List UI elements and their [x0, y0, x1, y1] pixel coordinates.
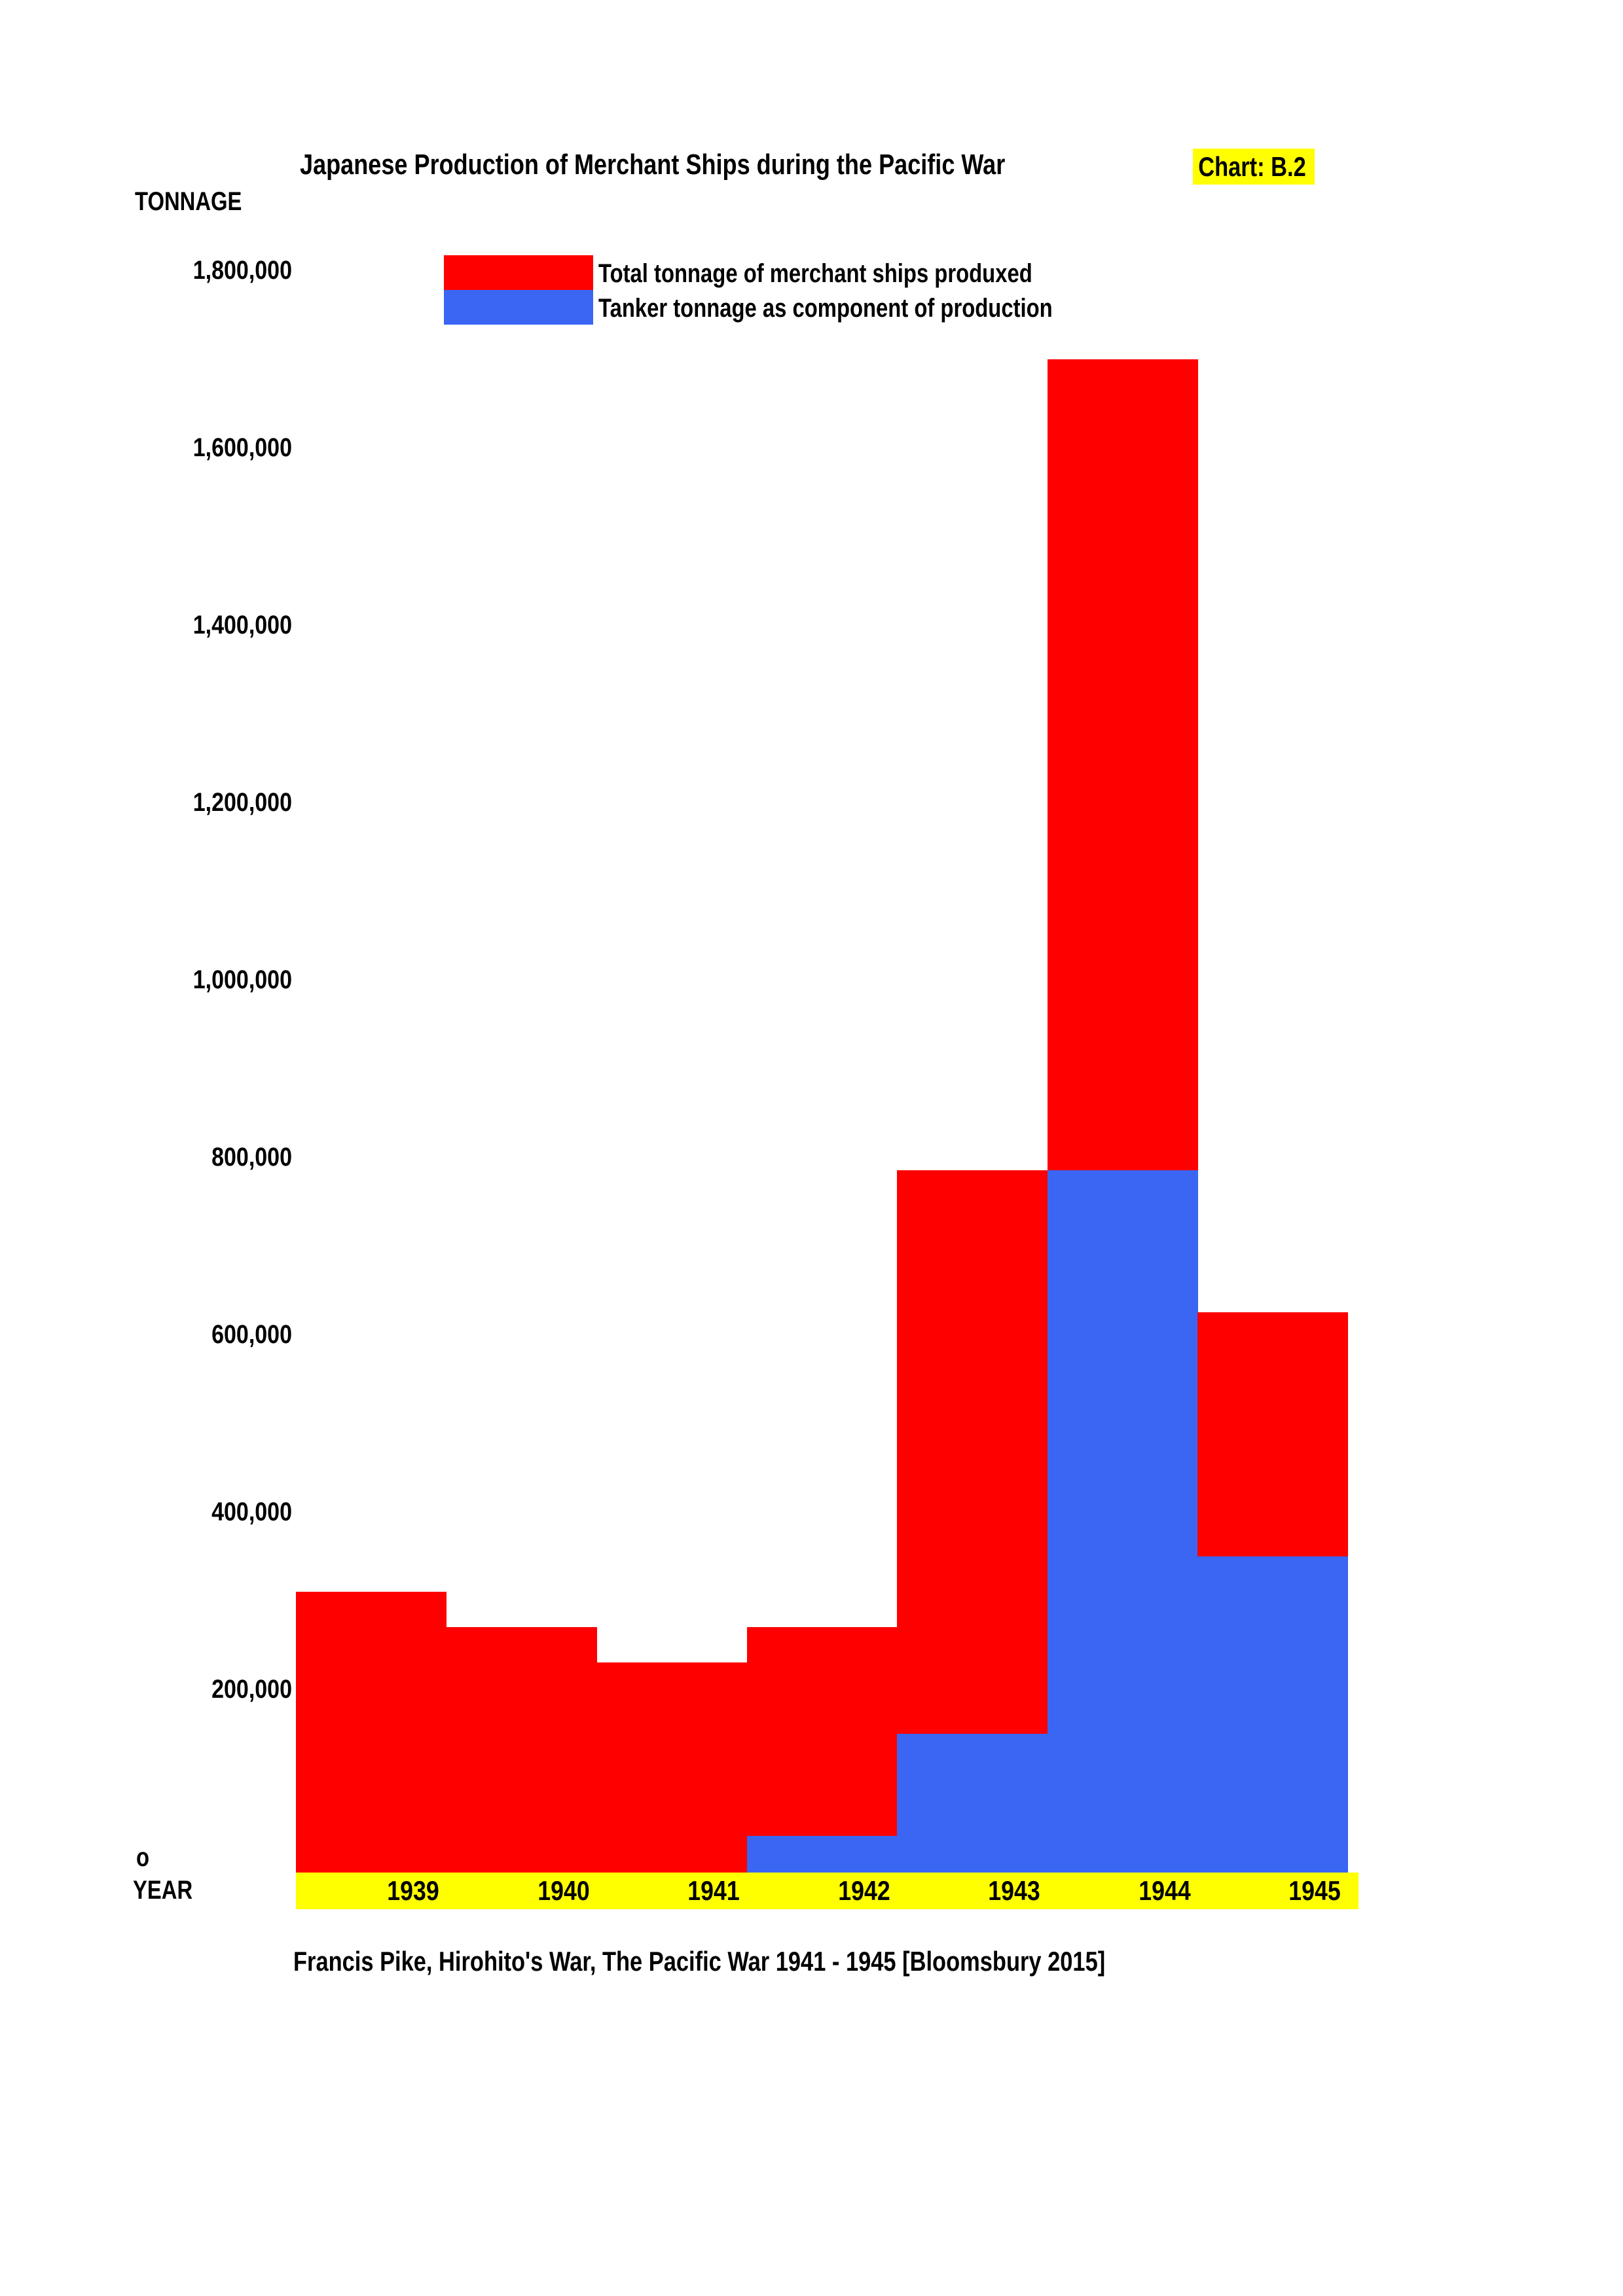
- y-axis-title: TONNAGE: [135, 187, 242, 216]
- bar-tanker-1944: [1047, 1170, 1198, 1873]
- y-tick-200000: 200,000: [211, 1675, 292, 1704]
- y-tick-1800000: 1,800,000: [192, 256, 292, 285]
- x-tick-1942: 1942: [838, 1875, 890, 1906]
- source-citation: Francis Pike, Hirohito's War, The Pacifi…: [293, 1946, 1106, 1977]
- x-tick-1939: 1939: [387, 1875, 439, 1906]
- bar-total-1942: [746, 1627, 898, 1873]
- x-tick-1941: 1941: [687, 1875, 740, 1906]
- x-tick-1943: 1943: [988, 1875, 1041, 1906]
- bar-total-1939: [296, 1591, 447, 1873]
- bar-tanker-1943: [897, 1733, 1048, 1873]
- y-tick-1600000: 1,600,000: [192, 433, 292, 462]
- chart-number-badge: Chart: B.2: [1193, 149, 1315, 185]
- legend-label-total: Total tonnage of merchant ships produxed: [598, 259, 1032, 288]
- bar-total-1941: [596, 1662, 748, 1873]
- x-tick-1945: 1945: [1288, 1875, 1341, 1906]
- y-axis-zero-label: o: [136, 1843, 150, 1872]
- y-tick-1200000: 1,200,000: [192, 788, 292, 817]
- bar-total-1940: [446, 1627, 597, 1873]
- y-tick-800000: 800,000: [211, 1143, 292, 1172]
- x-axis-strip: 1939 1940 1941 1942 1943 1944 1945: [296, 1873, 1359, 1909]
- bar-tanker-1945: [1197, 1556, 1349, 1873]
- y-tick-1000000: 1,000,000: [192, 965, 292, 994]
- y-tick-400000: 400,000: [211, 1498, 292, 1526]
- legend-label-tanker: Tanker tonnage as component of productio…: [598, 294, 1053, 323]
- legend-swatch-tanker: [444, 290, 593, 325]
- y-tick-1400000: 1,400,000: [192, 611, 292, 639]
- x-tick-1940: 1940: [537, 1875, 590, 1906]
- x-axis-title: YEAR: [133, 1876, 193, 1905]
- bar-tanker-1942: [746, 1835, 898, 1873]
- chart-title: Japanese Production of Merchant Ships du…: [300, 149, 1006, 181]
- legend-swatch-total: [444, 255, 593, 290]
- x-tick-1944: 1944: [1139, 1875, 1191, 1906]
- y-tick-600000: 600,000: [211, 1320, 292, 1349]
